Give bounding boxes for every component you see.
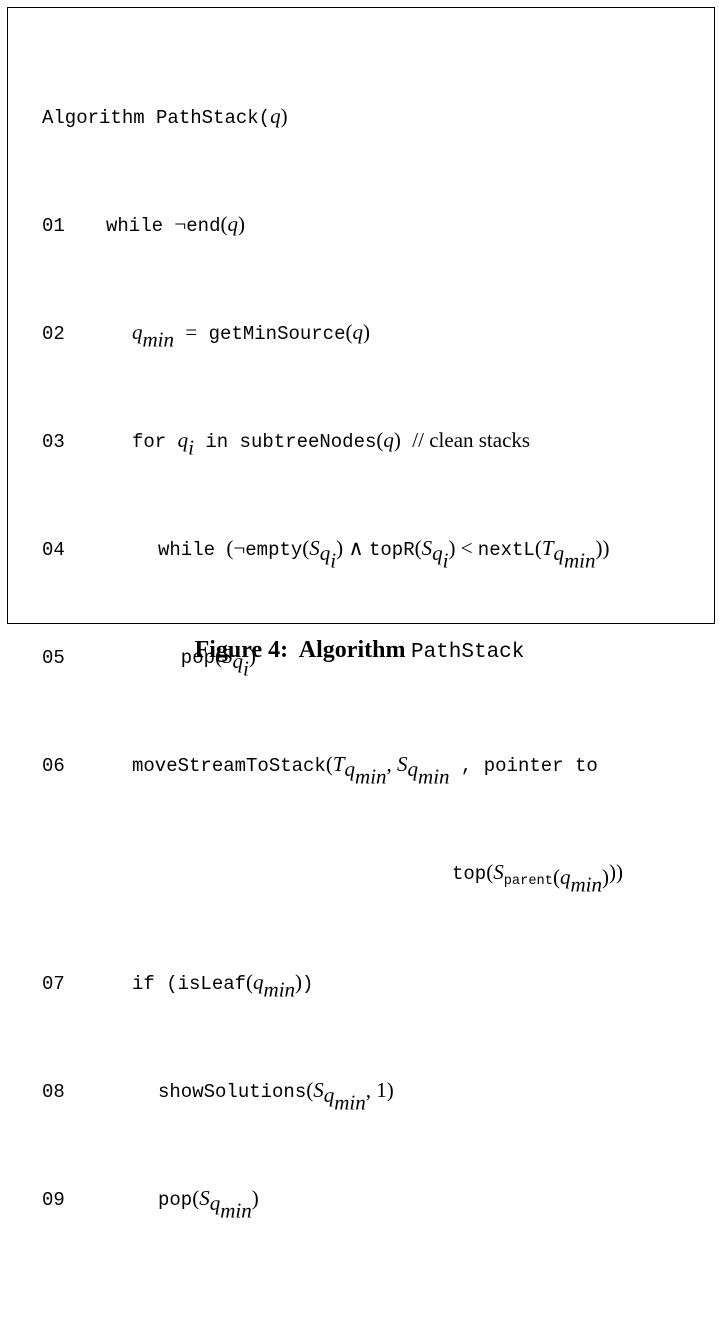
algorithm-line-03: 03 for qi in subtreeNodes(q) // clean sta… [42,428,531,460]
algorithm-line-01: 01 while ¬end(q) [42,212,245,237]
algorithm-line-04: 04 while (¬empty(Sqi) ∧ topR(Sqi) < nextL… [42,536,610,573]
caption-label: Figure 4: Algorithm [194,637,406,663]
caption-algorithm-name: PathStack [410,641,525,664]
algorithm-box: Algorithm PathStack(q) 01 while ¬end(q) 0… [7,7,715,1221]
algorithm-line-08: 08 showSolutions(Sqmin, 1) [42,1078,394,1115]
algorithm-line-07: 07 if (isLeaf(qmin)) [42,970,314,1002]
figure-caption: Figure 4: Algorithm PathStack [0,636,719,667]
algorithm-line-06-cont: top(Sparent(qmin))) [452,860,623,897]
algorithm-line-09: 09 pop(Sqmin) [42,1186,259,1223]
comment-clean-stacks: // clean stacks [412,428,531,452]
algorithm-line-06: 06 moveStreamToStack(Tqmin, Sqmin , point… [42,752,598,789]
algorithm-header: Algorithm PathStack(q) [42,104,288,129]
algorithm-code: Algorithm PathStack(q) 01 while ¬end(q) 0… [42,22,623,1334]
algorithm-line-02: 02 qmin = getMinSource(q) [42,320,370,352]
